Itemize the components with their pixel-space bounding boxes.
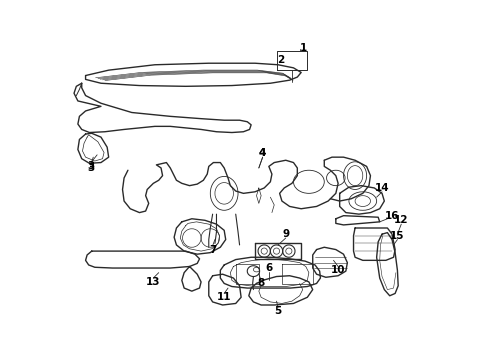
Text: 7: 7: [209, 244, 216, 255]
Text: 14: 14: [375, 183, 390, 193]
Text: 11: 11: [217, 292, 231, 302]
Text: 3: 3: [87, 161, 95, 171]
Text: 16: 16: [385, 211, 399, 221]
Text: 8: 8: [258, 278, 265, 288]
Text: 4: 4: [259, 148, 267, 158]
Text: 9: 9: [282, 229, 289, 239]
Text: 12: 12: [394, 215, 409, 225]
Text: 4: 4: [259, 148, 267, 158]
Text: 15: 15: [390, 231, 405, 241]
Text: 6: 6: [265, 263, 272, 273]
Text: 5: 5: [274, 306, 282, 316]
Text: 2: 2: [277, 55, 285, 65]
Text: 13: 13: [146, 277, 161, 287]
Text: 10: 10: [331, 265, 345, 275]
Text: 1: 1: [300, 43, 307, 53]
Text: 3: 3: [87, 163, 95, 173]
